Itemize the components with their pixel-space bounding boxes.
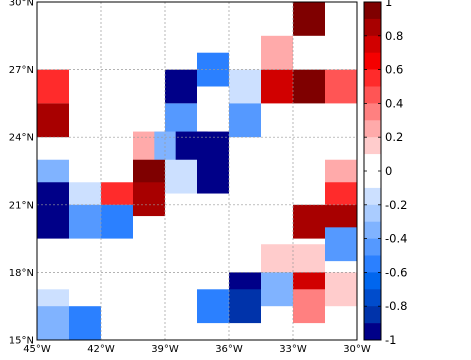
colorbar-ticks: 1 0.8 0.6 0.4 0.2 0 -0.2 -0.4 -0.6 -0.8 -1 (364, 0, 407, 347)
colorbar-segment (364, 204, 381, 222)
heatmap-cell (293, 204, 325, 239)
heatmap-cell (37, 204, 69, 239)
longitude-tick-label: 30°W (343, 344, 371, 355)
colorbar-segment (364, 2, 381, 20)
colorbar-segment (364, 238, 381, 256)
longitude-tick-label: 36°W (215, 344, 243, 355)
heatmap-cell (165, 159, 197, 194)
heatmap-cell (229, 69, 261, 104)
colorbar-tick-label: 1 (385, 0, 392, 9)
colorbar-tick-label: -1 (385, 333, 396, 347)
colorbar-tick-label: -0.6 (385, 265, 407, 279)
colorbar-tick-label: 0.8 (385, 29, 403, 43)
colorbar-segment (364, 86, 381, 104)
heatmap-cell (293, 69, 325, 104)
heatmap-cell (261, 272, 293, 307)
colorbar-tick-label: 0.4 (385, 96, 403, 110)
heatmap-cell (229, 289, 261, 324)
latitude-tick-label: 21°N (9, 200, 34, 211)
latitude-tick-label: 24°N (9, 133, 34, 144)
heatmap-cell (37, 69, 69, 104)
longitude-ticks: 45°W 42°W 39°W 36°W 33°W 30°W (23, 344, 371, 355)
colorbar-segment (364, 272, 381, 290)
heatmap-cell (165, 69, 197, 104)
colorbar-segment (364, 103, 381, 121)
colorbar-tick-label: 0 (385, 164, 392, 178)
heatmap-cell (293, 289, 325, 324)
colorbar-segment (364, 323, 381, 341)
colorbar-segment (364, 52, 381, 70)
colorbar-tick-label: 0.6 (385, 63, 403, 77)
colorbar-tick-label: -0.8 (385, 299, 407, 313)
colorbar-tick-label: 0.2 (385, 130, 403, 144)
map-frame (36, 1, 358, 341)
heatmap-cell (69, 306, 101, 340)
heatmap-cell (197, 289, 229, 324)
colorbar-tick-label: -0.2 (385, 198, 407, 212)
colorbar-segment (364, 120, 381, 138)
latitude-tick-label: 15°N (9, 336, 34, 347)
heatmap-cell (197, 159, 229, 194)
heatmap-cell (293, 2, 325, 36)
heatmap-cell (261, 35, 293, 70)
heatmap-cell (325, 227, 357, 262)
colorbar-segment (364, 154, 381, 189)
heatmap-cell (325, 69, 357, 104)
colorbar-segment (364, 306, 381, 324)
latitude-tick-label: 18°N (9, 268, 34, 279)
colorbar-segment (364, 187, 381, 206)
heatmap-cell (69, 204, 101, 239)
colorbar-segment (364, 69, 381, 87)
heatmap-cell (101, 204, 133, 239)
heatmap-cells (37, 2, 357, 340)
colorbar-segment (364, 137, 381, 155)
colorbar-segment (364, 35, 381, 53)
longitude-tick-label: 39°W (151, 344, 179, 355)
colorbar-segment (364, 255, 381, 273)
colorbar-tick-label: -0.4 (385, 232, 407, 246)
colorbar-segment (364, 18, 381, 37)
heatmap-cell (37, 306, 69, 340)
heatmap-cell (325, 272, 357, 307)
longitude-tick-label: 33°W (279, 344, 307, 355)
latitude-tick-label: 27°N (9, 65, 34, 76)
colorbar-segment (364, 221, 381, 239)
heatmap-cell (261, 69, 293, 104)
heatmap-cell (133, 182, 165, 217)
heatmap-cell (37, 103, 69, 138)
colorbar-segment (364, 289, 381, 307)
longitude-tick-label: 45°W (23, 344, 51, 355)
latitude-ticks: 30°N 27°N 24°N 21°N 18°N 15°N (9, 0, 34, 347)
longitude-tick-label: 42°W (87, 344, 115, 355)
heatmap-cell (229, 103, 261, 138)
latitude-tick-label: 30°N (9, 0, 34, 9)
